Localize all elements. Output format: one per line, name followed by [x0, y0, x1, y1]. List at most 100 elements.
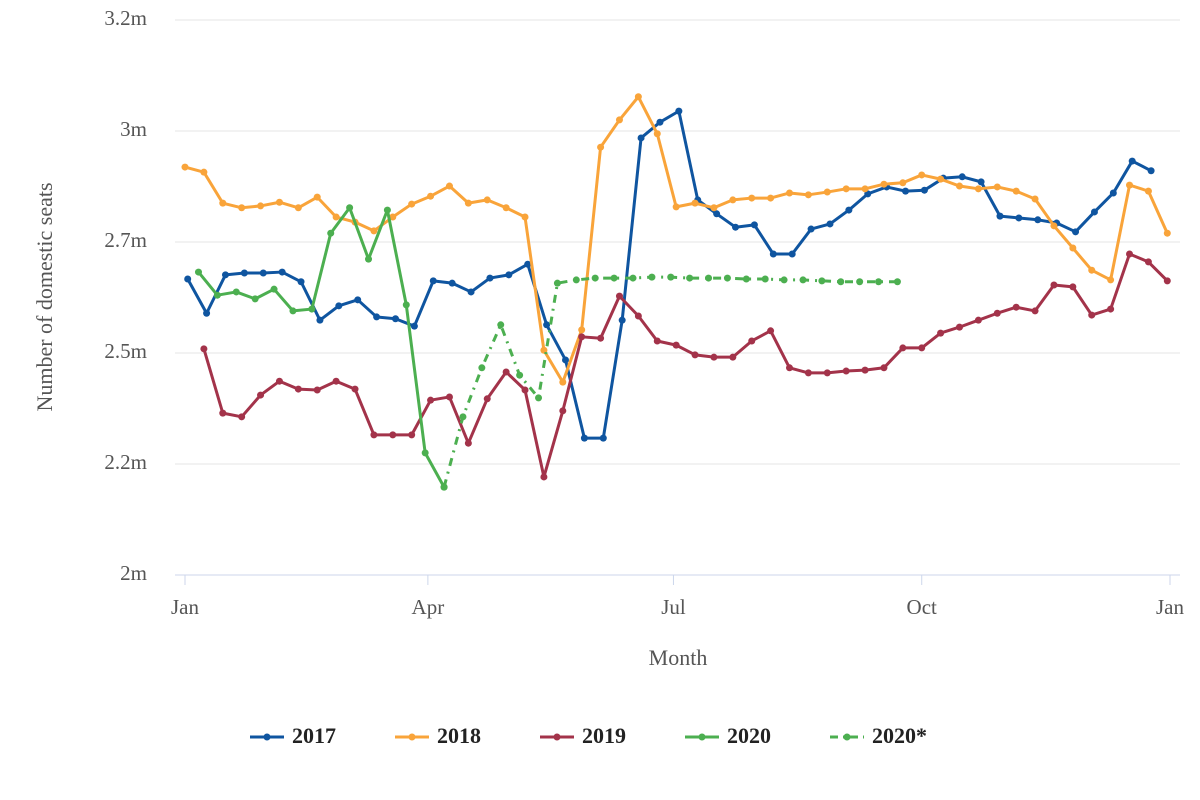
data-point — [729, 196, 737, 204]
data-point — [389, 213, 397, 221]
data-point — [823, 369, 831, 377]
data-point — [1126, 250, 1134, 258]
data-point — [993, 183, 1001, 191]
x-tick-label: Oct — [907, 595, 937, 619]
data-point — [1107, 276, 1115, 284]
data-point — [257, 391, 265, 399]
data-point — [672, 203, 680, 211]
data-point — [691, 351, 699, 359]
data-point — [842, 185, 850, 193]
legend-marker — [263, 733, 271, 741]
series-line — [197, 206, 446, 488]
data-point — [1034, 216, 1042, 224]
data-point — [1128, 157, 1136, 165]
data-point — [637, 134, 645, 142]
data-point — [615, 116, 623, 124]
data-point — [203, 309, 211, 317]
data-point — [899, 344, 907, 352]
data-point — [521, 213, 529, 221]
data-point — [370, 227, 378, 235]
series — [440, 273, 901, 491]
y-tick-label: 3.2m — [104, 6, 147, 30]
data-point — [251, 295, 259, 303]
legend-item: 2017 — [250, 723, 336, 748]
data-point — [610, 274, 618, 282]
data-point — [788, 250, 796, 258]
data-point — [799, 276, 807, 284]
data-point — [389, 431, 397, 439]
series-line — [184, 95, 1169, 384]
data-point — [648, 273, 656, 281]
data-point — [1069, 244, 1077, 252]
data-point — [346, 204, 354, 212]
legend-item: 2020 — [685, 723, 771, 748]
data-point — [785, 189, 793, 197]
data-point — [1015, 214, 1023, 222]
data-point — [294, 385, 302, 393]
data-point — [275, 198, 283, 206]
data-point — [956, 323, 964, 331]
data-point — [578, 326, 586, 334]
data-point — [184, 275, 192, 283]
data-point — [553, 279, 561, 287]
data-point — [807, 225, 815, 233]
data-point — [899, 179, 907, 187]
data-point — [1107, 305, 1115, 313]
data-point — [804, 191, 812, 199]
y-tick-label: 2.5m — [104, 339, 147, 363]
data-point — [769, 250, 777, 258]
data-point — [408, 200, 416, 208]
data-point — [1031, 307, 1039, 315]
data-point — [705, 274, 713, 282]
series — [181, 93, 1171, 386]
data-point — [1050, 222, 1058, 230]
legend-item: 2018 — [395, 723, 481, 748]
data-point — [483, 395, 491, 403]
data-point — [559, 407, 567, 415]
data-point — [238, 413, 246, 421]
data-point — [880, 364, 888, 372]
data-point — [748, 194, 756, 202]
data-point — [861, 366, 869, 374]
data-point — [1069, 283, 1077, 291]
data-point — [672, 341, 680, 349]
data-point — [213, 291, 221, 299]
data-point — [351, 385, 359, 393]
data-point — [742, 275, 750, 283]
data-point — [335, 302, 343, 310]
data-point — [540, 346, 548, 354]
legend-marker — [698, 733, 706, 741]
data-point — [1144, 258, 1152, 266]
data-point — [599, 434, 607, 442]
data-point — [974, 316, 982, 324]
data-point — [956, 182, 964, 190]
data-point — [767, 327, 775, 335]
data-point — [521, 386, 529, 394]
data-point — [354, 296, 362, 304]
data-point — [656, 118, 664, 126]
data-point — [505, 271, 513, 279]
data-point — [1163, 277, 1171, 285]
data-point — [502, 204, 510, 212]
data-point — [710, 353, 718, 361]
data-point — [691, 199, 699, 207]
data-point — [1144, 187, 1152, 195]
data-point — [902, 187, 910, 195]
legend-label: 2020* — [872, 723, 927, 748]
data-point — [562, 356, 570, 364]
data-point — [1012, 187, 1020, 195]
data-point — [780, 276, 788, 284]
data-point — [1088, 266, 1096, 274]
data-point — [750, 221, 758, 229]
data-point — [667, 273, 675, 281]
data-point — [497, 321, 505, 329]
data-point — [200, 345, 208, 353]
data-point — [445, 182, 453, 190]
data-point — [257, 202, 265, 210]
data-point — [580, 434, 588, 442]
data-point — [1163, 229, 1171, 237]
data-point — [634, 93, 642, 101]
data-point — [761, 275, 769, 283]
legend-marker — [553, 733, 561, 741]
data-point — [524, 260, 532, 268]
